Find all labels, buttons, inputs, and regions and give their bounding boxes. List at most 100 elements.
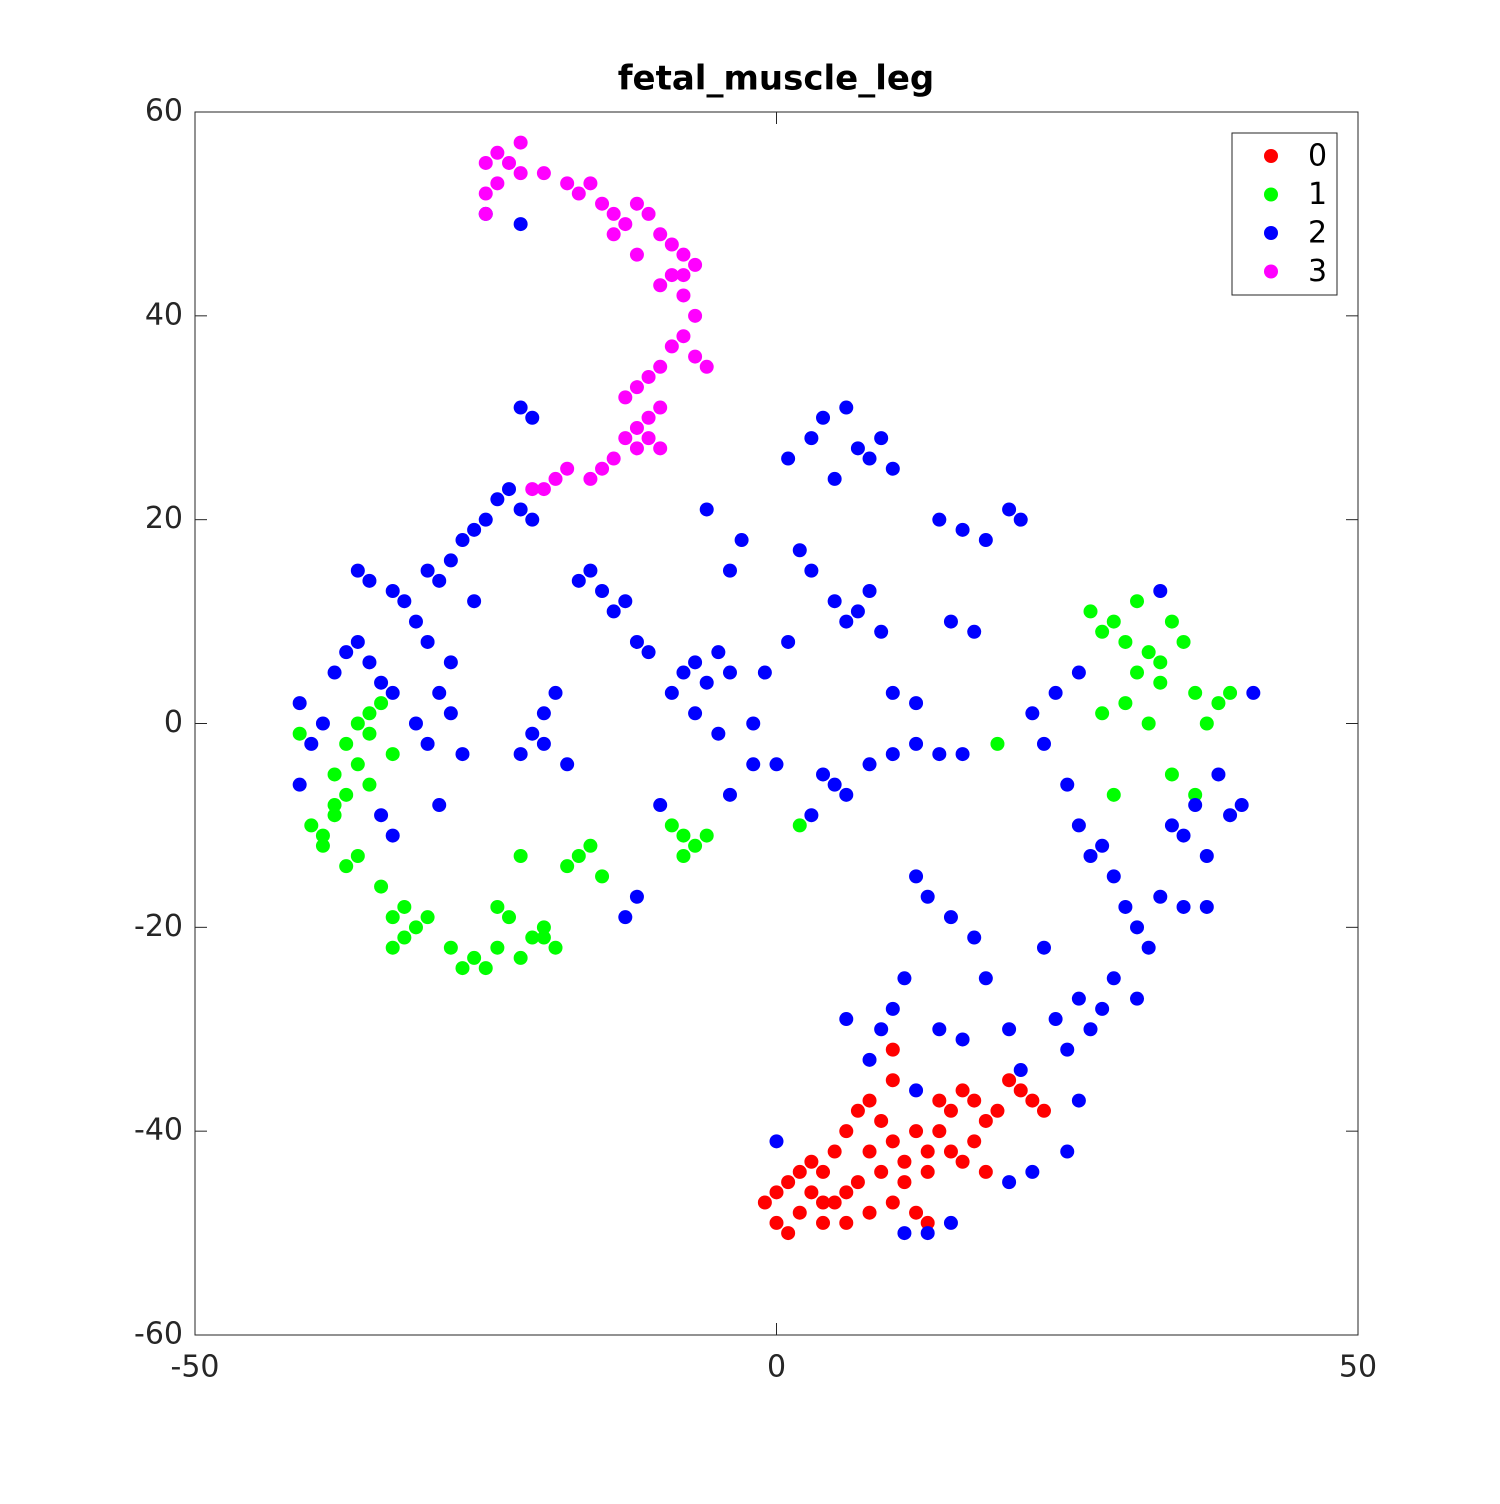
- point: [595, 869, 610, 884]
- point: [757, 665, 772, 680]
- point: [827, 1195, 842, 1210]
- point: [839, 614, 854, 629]
- point: [746, 757, 761, 772]
- point: [967, 624, 982, 639]
- point: [1153, 584, 1168, 599]
- point: [839, 787, 854, 802]
- point: [606, 206, 621, 221]
- point: [595, 461, 610, 476]
- point: [525, 512, 540, 527]
- point: [827, 777, 842, 792]
- point: [443, 706, 458, 721]
- point: [292, 777, 307, 792]
- point: [955, 1032, 970, 1047]
- point: [641, 369, 656, 384]
- legend-label: 2: [1308, 216, 1327, 251]
- point: [1025, 1164, 1040, 1179]
- point: [374, 879, 389, 894]
- point: [1013, 1083, 1028, 1098]
- point: [943, 1103, 958, 1118]
- point: [850, 1175, 865, 1190]
- point: [629, 196, 644, 211]
- point: [1153, 675, 1168, 690]
- point: [548, 685, 563, 700]
- point: [595, 584, 610, 599]
- point: [1118, 696, 1133, 711]
- point: [1164, 614, 1179, 629]
- point: [513, 848, 528, 863]
- point: [839, 1185, 854, 1200]
- point: [1141, 716, 1156, 731]
- point: [629, 420, 644, 435]
- point: [1036, 940, 1051, 955]
- point: [1106, 971, 1121, 986]
- point: [676, 247, 691, 262]
- point: [653, 798, 668, 813]
- point: [362, 726, 377, 741]
- point: [1164, 767, 1179, 782]
- point: [676, 268, 691, 283]
- point: [1188, 685, 1203, 700]
- point: [618, 390, 633, 405]
- point: [978, 1113, 993, 1128]
- point: [560, 859, 575, 874]
- point: [1025, 1093, 1040, 1108]
- point: [560, 461, 575, 476]
- point: [804, 1185, 819, 1200]
- point: [804, 1154, 819, 1169]
- point: [350, 634, 365, 649]
- point: [525, 410, 540, 425]
- point: [688, 257, 703, 272]
- point: [990, 736, 1005, 751]
- point: [315, 716, 330, 731]
- point: [513, 502, 528, 517]
- point: [385, 828, 400, 843]
- point: [606, 227, 621, 242]
- point: [1095, 1001, 1110, 1016]
- point: [339, 859, 354, 874]
- point: [513, 135, 528, 150]
- point: [467, 594, 482, 609]
- legend-box: [1231, 132, 1338, 296]
- point: [502, 482, 517, 497]
- point: [816, 1164, 831, 1179]
- point: [327, 798, 342, 813]
- point: [781, 634, 796, 649]
- point: [339, 787, 354, 802]
- point: [932, 747, 947, 762]
- point: [967, 1134, 982, 1149]
- point: [571, 186, 586, 201]
- series: [757, 1042, 1051, 1241]
- point: [455, 747, 470, 762]
- point: [385, 910, 400, 925]
- point: [478, 206, 493, 221]
- point: [932, 1093, 947, 1108]
- point: [536, 166, 551, 181]
- point: [432, 573, 447, 588]
- series: [478, 135, 714, 497]
- point: [769, 1134, 784, 1149]
- point: [804, 431, 819, 446]
- point: [955, 747, 970, 762]
- x-tick-label: -50: [171, 1350, 220, 1385]
- point: [443, 940, 458, 955]
- point: [827, 594, 842, 609]
- y-tick-label: 60: [145, 94, 183, 129]
- point: [1071, 991, 1086, 1006]
- point: [292, 696, 307, 711]
- point: [827, 471, 842, 486]
- point: [641, 410, 656, 425]
- point: [1141, 645, 1156, 660]
- point: [781, 1226, 796, 1241]
- point: [536, 706, 551, 721]
- point: [502, 155, 517, 170]
- point: [943, 614, 958, 629]
- point: [664, 339, 679, 354]
- point: [443, 553, 458, 568]
- point: [1106, 869, 1121, 884]
- point: [1036, 736, 1051, 751]
- legend-label: 0: [1308, 139, 1327, 174]
- point: [932, 1124, 947, 1139]
- point: [315, 828, 330, 843]
- point: [943, 910, 958, 925]
